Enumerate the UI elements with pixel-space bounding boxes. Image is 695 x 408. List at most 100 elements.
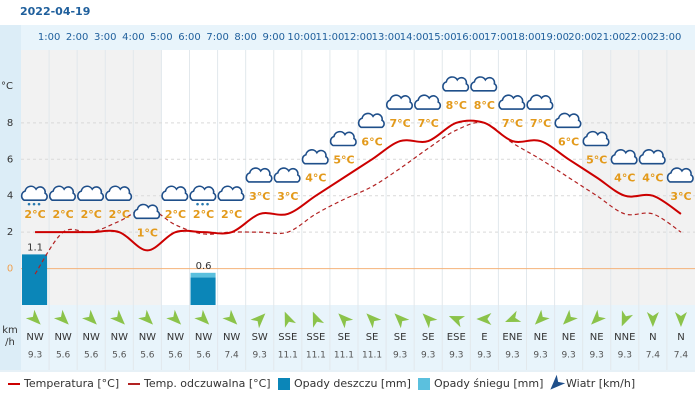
wind-direction: SE (338, 332, 351, 343)
wind-speed: 7.4 (646, 351, 661, 361)
legend-label: Temp. odczuwalna [°C] (143, 377, 271, 390)
weather-icon (385, 94, 413, 110)
wind-direction: NW (83, 332, 100, 343)
wind-direction: SE (366, 332, 379, 343)
wind-direction: ESE (447, 332, 466, 343)
feels-like-line (34, 121, 682, 275)
cloud (610, 149, 638, 165)
temperature-label: 7°C (530, 117, 551, 130)
weather-icon (161, 185, 189, 201)
weather-icon (638, 149, 666, 165)
hour-label: 3:00 (94, 32, 116, 43)
night-band (49, 50, 78, 305)
weather-icon (20, 185, 48, 206)
wind-speed: 7.4 (224, 351, 239, 361)
weather-icon (498, 94, 526, 110)
hour-label: 7:00 (206, 32, 228, 43)
wind-arrow (53, 309, 69, 325)
wind-speed: 9.3 (477, 351, 491, 361)
wind-arrow (110, 309, 125, 325)
temperature-label: 4°C (642, 172, 663, 185)
rain-label: 1.1 (27, 242, 43, 253)
weather-icon (470, 76, 498, 92)
hour-label: 12:00 (344, 32, 373, 43)
legend-label: Opady śniegu [mm] (434, 377, 543, 390)
cloud (470, 76, 498, 92)
night-band (610, 50, 639, 305)
wind-direction: NW (195, 332, 212, 343)
temperature-label: 3°C (670, 190, 691, 203)
hour-label: 11:00 (316, 32, 345, 43)
weather-icon (217, 185, 245, 201)
rain-drop (201, 202, 204, 206)
weather-icon (133, 203, 161, 220)
weather-icon (554, 112, 582, 129)
temperature-label: 6°C (558, 135, 579, 148)
wind-arrow (534, 309, 550, 325)
wind-arrow (312, 311, 325, 328)
left-panel (0, 25, 21, 370)
wind-arrow (166, 309, 182, 325)
wind-arrow (422, 313, 438, 329)
cloud (217, 185, 245, 201)
wind-direction: NE (590, 332, 604, 343)
weather-icon (273, 167, 301, 183)
wind-speed: 11.1 (306, 351, 326, 361)
wind-direction: NW (26, 332, 43, 343)
hour-label: 23:00 (653, 32, 682, 43)
weather-icon (414, 94, 442, 110)
wind-arrow (194, 309, 210, 325)
hour-label: 4:00 (122, 32, 144, 43)
rain-bar (22, 254, 48, 305)
cloud (357, 112, 385, 129)
wind-speed: 5.6 (196, 351, 211, 361)
y-tick-label: 2 (7, 227, 13, 238)
wind-speed: 7.4 (674, 351, 689, 361)
hour-label: 9:00 (263, 32, 285, 43)
y-tick-label: 4 (7, 191, 13, 202)
wind-speed: 11.1 (362, 351, 382, 361)
temperature-label: 8°C (474, 99, 495, 112)
weather-icon (442, 76, 470, 92)
cloud (20, 185, 48, 201)
hour-label: 19:00 (540, 32, 569, 43)
weather-icon (77, 185, 105, 201)
wind-arrow (562, 309, 578, 325)
cloud (77, 185, 105, 201)
rain-label: 0.6 (196, 261, 212, 272)
temperature-label: 2°C (193, 208, 214, 221)
hour-label: 20:00 (568, 32, 597, 43)
wind-arrow (222, 309, 238, 325)
wind-arrow (82, 309, 97, 325)
temperature-label: 8°C (446, 99, 467, 112)
rain-drop (206, 202, 209, 206)
weather-icon (301, 149, 329, 165)
hour-label: 5:00 (150, 32, 172, 43)
y-tick-label: 6 (7, 154, 13, 165)
wind-direction: NW (139, 332, 156, 343)
cloud (329, 130, 357, 147)
wind-arrow (284, 311, 297, 328)
wind-speed: 9.3 (253, 351, 267, 361)
cloud (161, 185, 189, 201)
temperature-label: 6°C (361, 135, 382, 148)
temperature-label: 3°C (249, 190, 270, 203)
cloud (498, 94, 526, 110)
cloud (442, 76, 470, 92)
wind-speed: 9.3 (561, 351, 575, 361)
cloud (133, 203, 161, 220)
y-tick-label: 0 (7, 264, 13, 275)
wind-direction: NE (534, 332, 548, 343)
cloud (273, 167, 301, 183)
wind-direction: N (649, 332, 656, 343)
hour-label: 1:00 (38, 32, 60, 43)
temperature-label: 7°C (502, 117, 523, 130)
wind-speed: 5.6 (140, 351, 155, 361)
temperature-label: 2°C (24, 208, 45, 221)
wind-arrow (505, 310, 522, 323)
weather-icon (105, 185, 133, 201)
wind-speed: 9.3 (505, 351, 519, 361)
snow-bar (190, 272, 216, 278)
temperature-label: 5°C (586, 154, 607, 167)
